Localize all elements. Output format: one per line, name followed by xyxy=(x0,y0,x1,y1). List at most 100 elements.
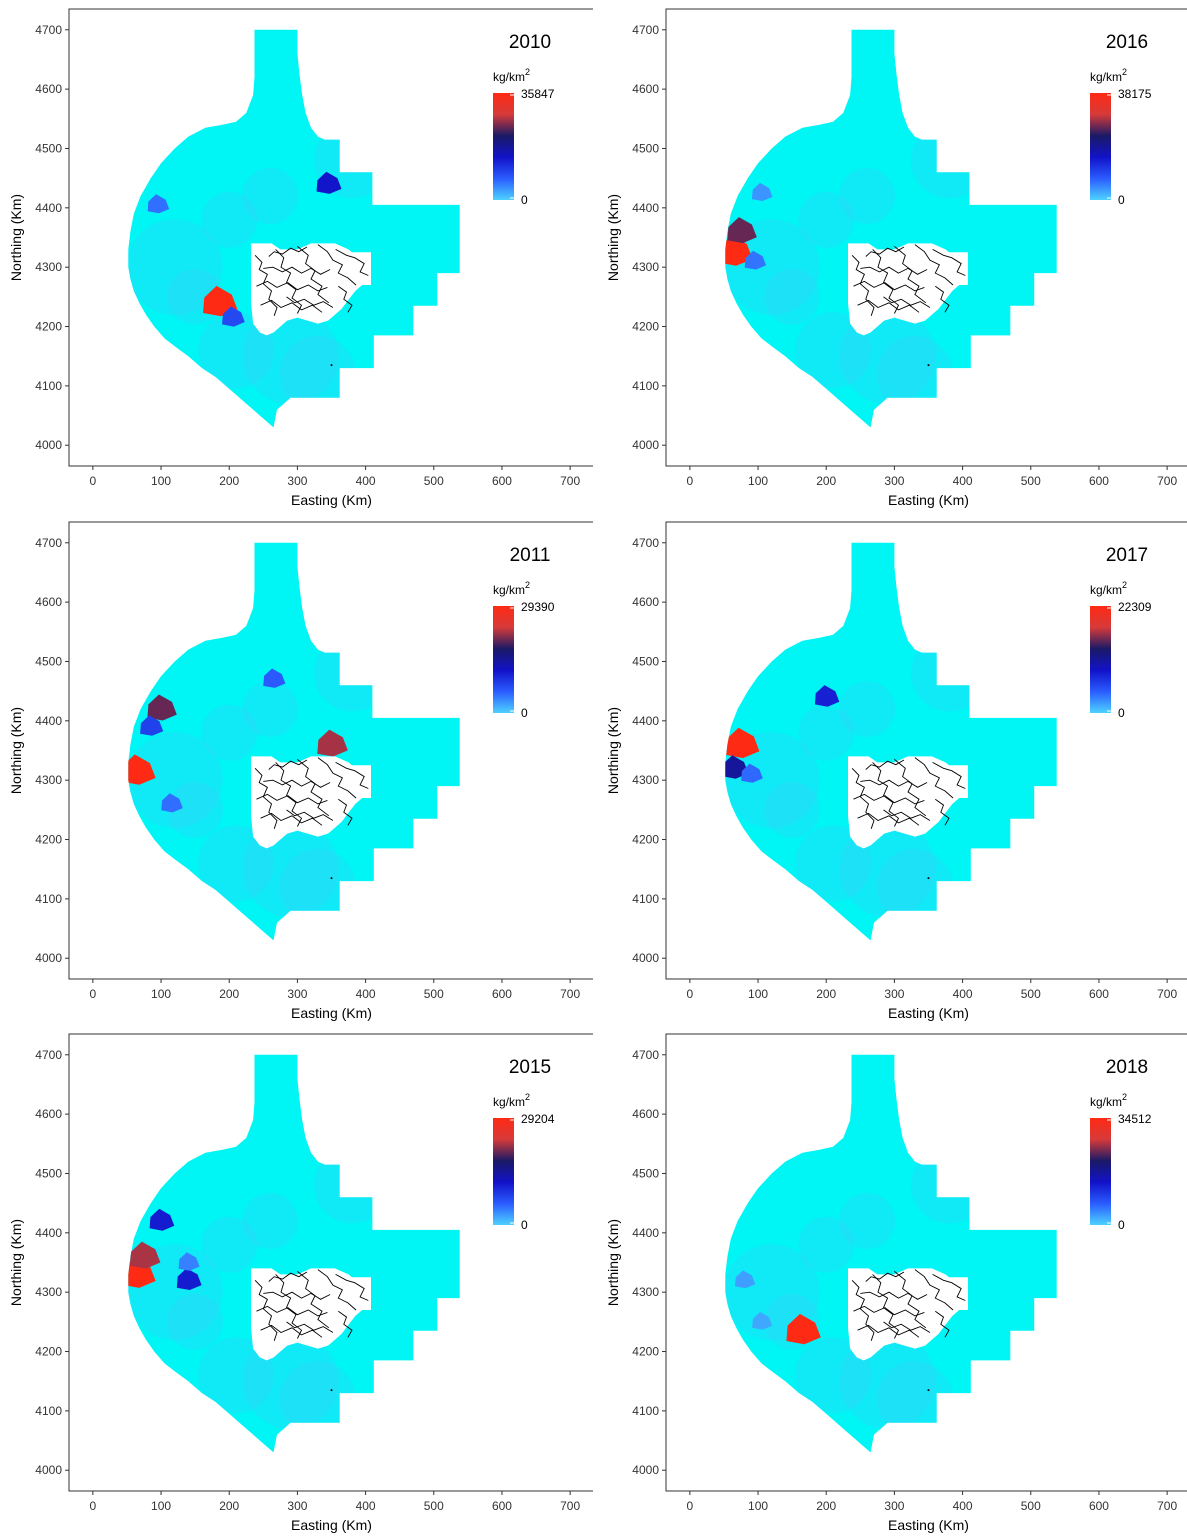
x-tick-label: 400 xyxy=(953,474,973,488)
x-tick-label: 100 xyxy=(748,474,768,488)
coastline-segment xyxy=(268,1271,308,1282)
y-tick-label: 4000 xyxy=(632,438,659,452)
coastline-segment xyxy=(297,1271,330,1329)
map-panel-2011: 0 100 200 300 400 500 600 700 4000 4100 4200 4300 44… xyxy=(0,513,593,1024)
coastline-segment xyxy=(932,1274,966,1301)
coastline-segment xyxy=(335,249,369,276)
mosaic-cell xyxy=(839,680,896,737)
map-panel-2016: 0 100 200 300 400 500 600 700 4000 4100 4200 4300 44… xyxy=(597,0,1187,511)
x-axis-title: Easting (Km) xyxy=(888,1005,969,1021)
hotspot xyxy=(741,763,763,783)
y-tick-label: 4000 xyxy=(35,1463,62,1477)
mosaic-cell xyxy=(876,1361,953,1438)
y-tick-label: 4400 xyxy=(632,1226,659,1240)
x-tick-label: 100 xyxy=(151,987,171,1001)
mosaic-cell xyxy=(910,635,987,712)
hotspot xyxy=(147,694,177,721)
x-tick-label: 700 xyxy=(560,987,580,1001)
mosaic-cell xyxy=(201,1216,258,1273)
y-tick-label: 4300 xyxy=(632,773,659,787)
search-region xyxy=(128,1054,460,1453)
mosaic-cell xyxy=(279,336,356,413)
coastline-segment xyxy=(260,1324,323,1338)
y-tick-label: 4300 xyxy=(632,1285,659,1299)
panel-title: 2018 xyxy=(1106,1057,1148,1078)
x-tick-label: 0 xyxy=(687,474,694,488)
colorbar xyxy=(493,606,514,713)
y-axis-title: Northing (Km) xyxy=(605,1219,621,1306)
y-tick-label: 4600 xyxy=(632,1107,659,1121)
coastline-segment xyxy=(865,1271,905,1282)
legend-min-label: 0 xyxy=(521,193,528,207)
x-tick-label: 500 xyxy=(424,1499,444,1513)
hotspot-layer xyxy=(147,171,342,327)
coastline-segment xyxy=(914,1269,954,1311)
y-tick-label: 4100 xyxy=(35,1404,62,1418)
mosaic-cell xyxy=(313,1147,390,1224)
mosaic-cell xyxy=(876,849,953,926)
map-svg-2011: 0 100 200 300 400 500 600 700 4000 4100 4200 4300 44… xyxy=(8,521,593,1021)
legend-min-label: 0 xyxy=(1118,706,1125,720)
hotspot xyxy=(178,1252,200,1271)
coastline-segment xyxy=(263,266,331,275)
panel-title: 2015 xyxy=(509,1057,551,1078)
coastline-segment xyxy=(256,793,328,805)
coastline-segment xyxy=(256,1305,328,1317)
x-tick-label: 400 xyxy=(953,1499,973,1513)
coastline-segment xyxy=(317,244,357,286)
islet xyxy=(330,364,333,367)
y-tick-label: 4200 xyxy=(632,320,659,334)
x-tick-label: 600 xyxy=(492,987,512,1001)
legend-max-label: 29390 xyxy=(521,600,555,614)
y-tick-label: 4600 xyxy=(35,82,62,96)
hotspot xyxy=(316,171,342,194)
hotspot xyxy=(161,793,183,813)
mosaic-cell xyxy=(725,732,820,829)
mosaic-cell xyxy=(839,1192,896,1249)
mosaic-cell xyxy=(242,680,299,737)
islet xyxy=(927,364,930,367)
coastline-segment xyxy=(317,757,357,799)
x-tick-label: 0 xyxy=(90,987,97,1001)
mosaic-cell xyxy=(128,732,223,829)
colorbar-legend: kg/km2 35847 0 xyxy=(493,67,555,207)
coastline-segment xyxy=(860,266,928,275)
x-tick-label: 300 xyxy=(884,987,904,1001)
y-axis-title: Northing (Km) xyxy=(605,707,621,794)
plot-border xyxy=(665,8,1187,467)
legend-max-label: 35847 xyxy=(521,87,555,101)
legend-title: kg/km2 xyxy=(1090,580,1127,597)
coastline-segment xyxy=(275,1274,303,1339)
legend-min-label: 0 xyxy=(521,706,528,720)
x-tick-label: 700 xyxy=(1157,987,1177,1001)
mosaic-cell xyxy=(764,268,821,325)
x-tick-label: 600 xyxy=(492,1499,512,1513)
y-tick-label: 4600 xyxy=(35,1107,62,1121)
hotspot-layer xyxy=(725,685,840,783)
hotspot-layer xyxy=(128,1208,202,1290)
x-tick-label: 400 xyxy=(356,1499,376,1513)
y-tick-label: 4200 xyxy=(35,320,62,334)
hotspot xyxy=(744,250,767,270)
y-tick-label: 4200 xyxy=(632,833,659,847)
x-tick-label: 0 xyxy=(687,987,694,1001)
map-svg-2016: 0 100 200 300 400 500 600 700 4000 4100 4200 4300 44… xyxy=(605,8,1187,508)
coastline-segment xyxy=(256,280,328,292)
coastline-segment xyxy=(263,779,331,788)
hotspot xyxy=(814,685,840,707)
coastline-segment xyxy=(851,767,875,829)
y-tick-label: 4300 xyxy=(35,773,62,787)
legend-min-label: 0 xyxy=(521,1218,528,1232)
legend-max-label: 38175 xyxy=(1118,87,1152,101)
coastline xyxy=(254,244,369,316)
y-tick-label: 4300 xyxy=(35,260,62,274)
hotspot-layer xyxy=(735,1270,821,1345)
coastline-segment xyxy=(286,1321,334,1333)
legend-title: kg/km2 xyxy=(493,580,530,597)
hotspot xyxy=(176,1268,202,1290)
plot-border xyxy=(665,1033,1187,1492)
search-region xyxy=(128,29,460,428)
hotspot-layer xyxy=(725,182,773,270)
coastline xyxy=(851,1269,966,1341)
x-axis-title: Easting (Km) xyxy=(888,492,969,508)
